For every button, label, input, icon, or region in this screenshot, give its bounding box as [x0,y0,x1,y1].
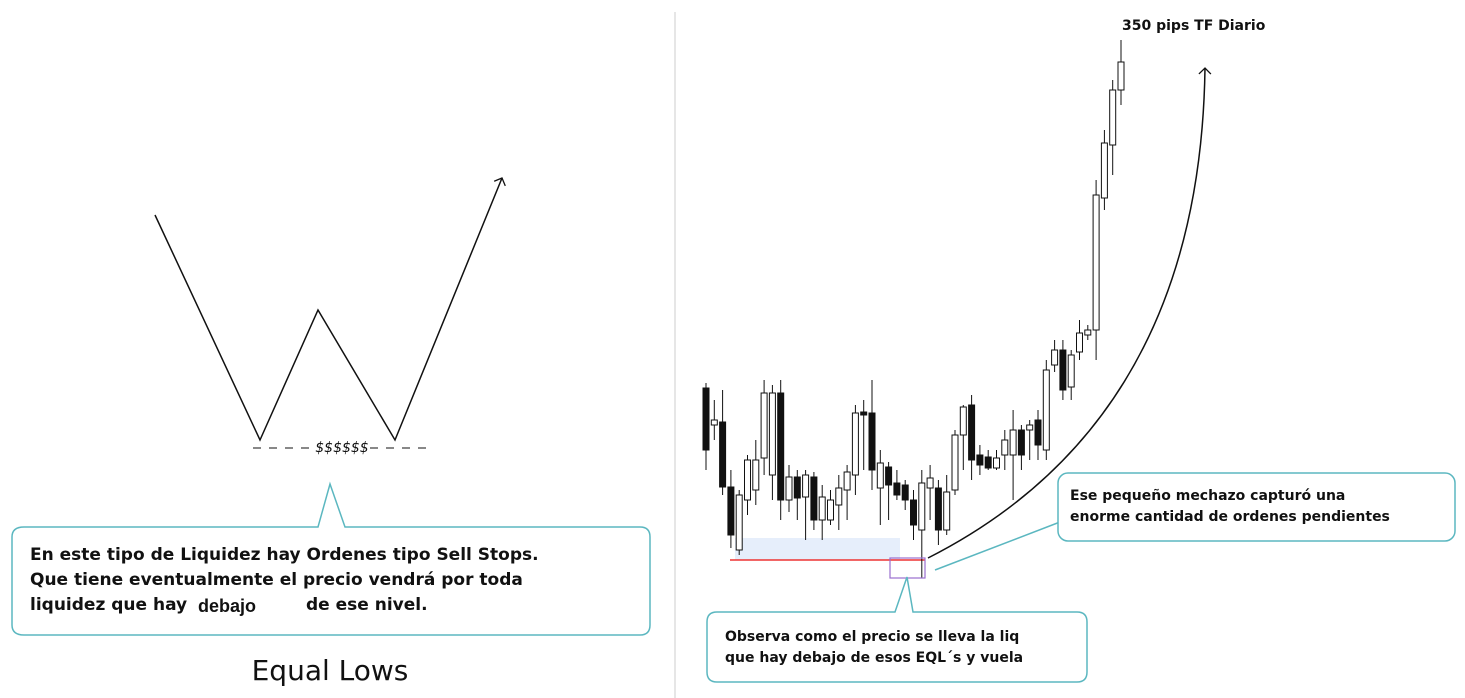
candle-body [1084,329,1092,336]
candle-body [876,462,884,489]
candle-body [768,392,776,476]
candle-body [1100,142,1108,199]
candle-body [934,487,942,531]
candle-body [802,474,810,498]
candle-body [1042,369,1050,451]
candle-body [885,466,893,486]
candle-body [1117,61,1125,91]
callout-text: Ese pequeño mechazo capturó una [1070,488,1345,504]
candle-body [752,459,760,491]
candle-body [710,419,718,426]
candle-body [777,392,785,501]
candle-body [785,476,793,501]
zone [735,538,900,560]
candle-body [744,459,751,501]
callout-text: debajo [198,596,256,616]
callout-text: de ese nivel. [306,595,428,615]
candle-body [1051,349,1059,366]
candle-body [702,387,710,451]
candle-body [943,491,951,531]
candle-body [1076,332,1083,353]
curve-arrow [927,67,1212,559]
candle-body [1009,429,1017,456]
candle-body [793,476,801,499]
money: $$$$$$ [315,440,368,456]
candle-body [827,499,834,521]
candle-body [1109,89,1117,146]
candle-body [926,477,934,489]
callout-text: enorme cantidad de ordenes pendientes [1070,509,1390,525]
candle-body [810,476,818,521]
callout-text: Que tiene eventualmente el precio vendrá… [30,570,523,590]
callout-text: liquidez que hay [30,595,187,615]
candle-body [951,434,959,491]
callout-box [706,576,1088,683]
wick-box [889,557,926,579]
pointer [934,521,1061,571]
callout-text: Observa como el precio se lleva la liq [725,629,1019,645]
callout-text: En este tipo de Liquidez hay Ordenes tip… [30,545,539,565]
candle-body [719,421,727,488]
candle-body [851,412,859,476]
candle-body [984,456,992,469]
title: Equal Lows [252,654,409,687]
candle-body [868,412,876,471]
candles [702,40,1125,578]
candle-body [910,499,917,526]
w-pattern [154,177,506,442]
candle-body [843,471,851,491]
candle-body [1034,419,1042,446]
candle-body [976,454,984,466]
candle-body [1067,354,1075,388]
candle-body [818,496,826,521]
callout-box [1057,472,1456,542]
candle-body [968,404,976,461]
candle-body [727,486,735,536]
callout-text: que hay debajo de esos EQL´s y vuela [725,650,1023,666]
candle-body [893,482,901,496]
candle-body [1017,429,1025,456]
candle-body [1026,424,1034,431]
candle-body [735,494,743,551]
candle-body [760,392,768,459]
candle-body [835,487,843,506]
candle-body [959,406,967,436]
candle-body [1092,194,1100,331]
candle-body [860,411,868,416]
callout-box [11,481,651,636]
candle-body [1001,439,1009,456]
candle-body [993,457,1000,469]
heading: 350 pips TF Diario [1122,18,1266,34]
candle-body [901,484,909,501]
candle-body [918,482,926,531]
candle-body [1059,349,1067,391]
